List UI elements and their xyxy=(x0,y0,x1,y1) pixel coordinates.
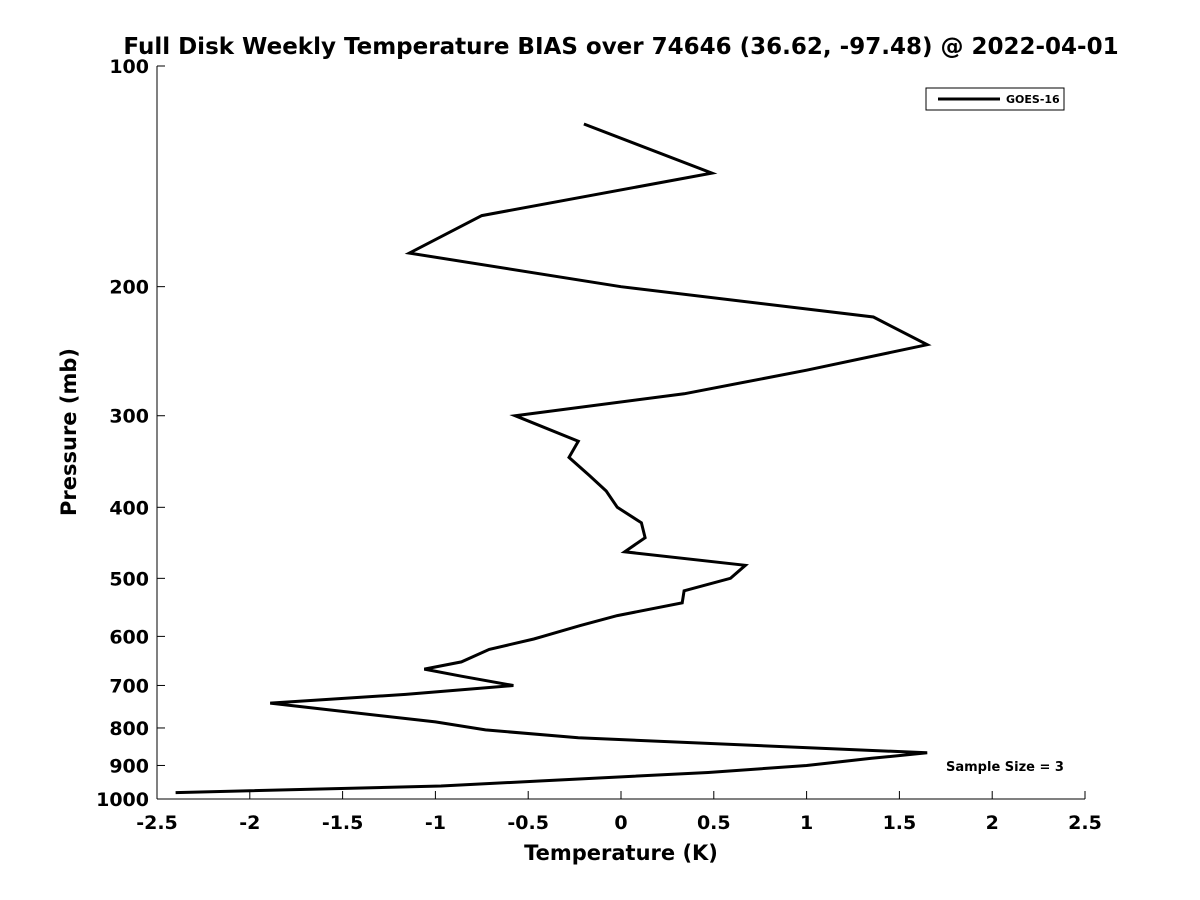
y-axis-ticks: 100 200 300 400 500 600 700 800 900 1000 xyxy=(96,56,165,811)
x-tick-label: 0 xyxy=(614,812,627,834)
plot-area xyxy=(156,66,1085,800)
x-tick-label: -2 xyxy=(239,812,260,834)
legend-label-goes-16: GOES-16 xyxy=(1006,93,1060,106)
x-tick-label: 1 xyxy=(800,812,813,834)
y-axis-label: Pressure (mb) xyxy=(57,348,81,516)
y-tick-label: 800 xyxy=(109,718,149,740)
y-tick-label: 700 xyxy=(109,675,149,697)
series-line-goes-16 xyxy=(175,122,932,795)
chart-title: Full Disk Weekly Temperature BIAS over 7… xyxy=(123,34,1118,60)
x-tick-label: 2 xyxy=(986,812,999,834)
legend: GOES-16 xyxy=(925,87,1065,111)
y-tick-label: 200 xyxy=(109,277,149,299)
y-tick-label: 400 xyxy=(109,497,149,519)
x-axis-ticks: -2.5 -2 -1.5 -1 -0.5 0 0.5 1 1.5 2 2.5 xyxy=(136,791,1102,834)
y-tick-label: 500 xyxy=(109,568,149,590)
x-tick-label: 2.5 xyxy=(1068,812,1102,834)
x-axis-label: Temperature (K) xyxy=(524,841,718,865)
sample-size-annotation: Sample Size = 3 xyxy=(946,760,1064,775)
x-tick-label: 1.5 xyxy=(883,812,917,834)
y-tick-label: 1000 xyxy=(96,789,149,811)
y-tick-label: 300 xyxy=(109,406,149,428)
x-tick-label: -1 xyxy=(425,812,446,834)
x-tick-label: 0.5 xyxy=(697,812,731,834)
x-tick-label: -1.5 xyxy=(322,812,364,834)
y-tick-label: 900 xyxy=(109,755,149,777)
x-tick-label: -2.5 xyxy=(136,812,178,834)
y-tick-label: 600 xyxy=(109,626,149,648)
y-tick-label: 100 xyxy=(109,56,149,78)
x-tick-label: -0.5 xyxy=(507,812,549,834)
